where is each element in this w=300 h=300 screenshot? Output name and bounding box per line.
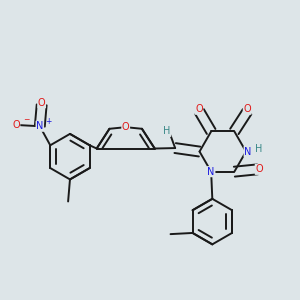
Text: H: H bbox=[255, 144, 263, 154]
Text: O: O bbox=[38, 98, 46, 108]
Text: +: + bbox=[45, 117, 52, 126]
Text: O: O bbox=[255, 164, 263, 174]
Text: O: O bbox=[12, 120, 20, 130]
Text: N: N bbox=[244, 146, 251, 157]
Text: H: H bbox=[163, 126, 171, 136]
Text: O: O bbox=[243, 104, 251, 114]
Text: N: N bbox=[36, 121, 44, 131]
Text: −: − bbox=[23, 116, 30, 124]
Text: O: O bbox=[122, 122, 130, 132]
Text: O: O bbox=[195, 104, 203, 114]
Text: N: N bbox=[208, 167, 215, 177]
